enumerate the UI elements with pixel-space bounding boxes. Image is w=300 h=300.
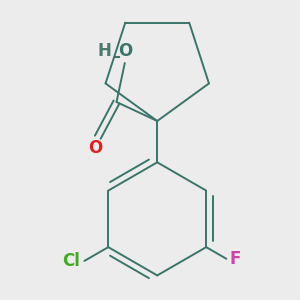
Text: H: H xyxy=(98,42,111,60)
Text: O: O xyxy=(118,42,132,60)
Text: O: O xyxy=(88,139,102,157)
Text: F: F xyxy=(230,250,241,268)
Text: Cl: Cl xyxy=(62,252,80,270)
